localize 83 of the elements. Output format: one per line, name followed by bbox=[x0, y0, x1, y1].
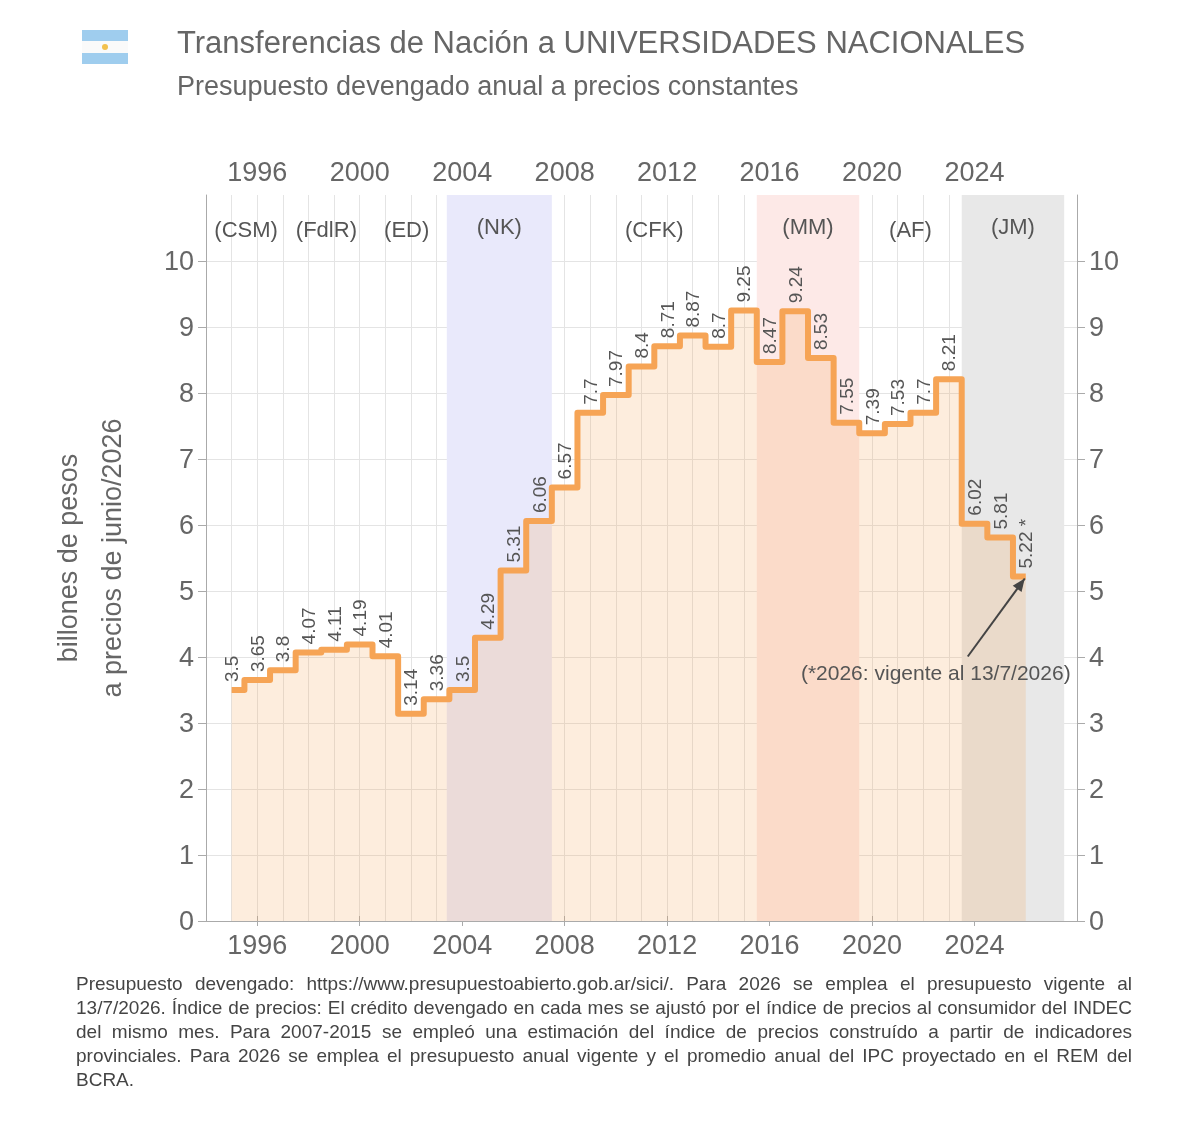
y-tick-label: 3 bbox=[178, 708, 194, 738]
annotation: (ED) bbox=[384, 216, 430, 242]
y-tick-label: 2 bbox=[178, 774, 194, 804]
y2-tick-label: 1 bbox=[1089, 840, 1105, 870]
data-label: 3.14 bbox=[400, 668, 422, 706]
data-label: 8.7 bbox=[707, 312, 729, 339]
y-tick-label: 0 bbox=[178, 906, 194, 936]
annotation: (*2026: vigente al 13/7/2026) bbox=[800, 660, 1071, 684]
data-label: 3.8 bbox=[272, 635, 294, 663]
data-label: 4.01 bbox=[374, 611, 396, 649]
data-label: 5.81 bbox=[989, 492, 1011, 530]
x2-tick-label: 2020 bbox=[842, 156, 903, 187]
y2-tick-label: 6 bbox=[1089, 510, 1105, 540]
data-label: 8.21 bbox=[938, 334, 960, 372]
data-label: 3.5 bbox=[451, 655, 473, 682]
x2-tick-label: 1996 bbox=[227, 156, 288, 187]
y-tick-label: 10 bbox=[163, 246, 194, 276]
band-label: (MM) bbox=[782, 213, 834, 239]
band-label: (JM) bbox=[990, 213, 1035, 239]
data-label: 4.07 bbox=[297, 607, 319, 645]
data-label: 3.36 bbox=[426, 654, 448, 692]
y2-tick-label: 3 bbox=[1089, 708, 1105, 738]
y-tick-label: 6 bbox=[178, 510, 194, 540]
x-tick-label: 2024 bbox=[944, 929, 1005, 960]
y2-tick-label: 10 bbox=[1089, 246, 1120, 276]
x-tick-label: 2012 bbox=[637, 929, 698, 960]
y-tick-label: 9 bbox=[178, 312, 194, 342]
x-tick-label: 2016 bbox=[739, 929, 800, 960]
y2-tick-label: 2 bbox=[1089, 774, 1105, 804]
x-tick-label: 1996 bbox=[227, 929, 288, 960]
text: Presupuesto devengado: https://www.presupuestoabierto.gob.ar/sici/. Para 2026 se emplea el presupuesto vigente al 13/7/2026. Índice de precios: El crédito devengado en cada mes se ajustó por el índice de precios al consumidor del INDEC del mismo mes. Para 2007-2015 se empleó una estimación del índice de precios construído a partir de indicadores provinciales. Para 2026 se emplea el presupuesto anual vigente y el promedio anual del IPC proyectado en el REM del BCRA. bbox=[76, 972, 1132, 1092]
data-label: 3.65 bbox=[246, 635, 268, 673]
data-label: 9.24 bbox=[784, 265, 806, 304]
data-label: 5.31 bbox=[502, 525, 524, 563]
x2-tick-label: 2016 bbox=[739, 156, 800, 187]
data-label: 8.87 bbox=[682, 290, 704, 328]
annotation: (CSM) bbox=[214, 216, 278, 242]
data-label: 7.7 bbox=[579, 378, 601, 405]
x-tick-label: 2008 bbox=[534, 929, 595, 960]
chart-subtitle: Presupuesto devengado anual a precios constantes bbox=[177, 70, 799, 101]
data-label: 8.71 bbox=[656, 301, 678, 339]
data-label: 4.11 bbox=[323, 606, 345, 642]
y2-tick-label: 0 bbox=[1089, 906, 1105, 936]
data-label: 3.5 bbox=[221, 655, 243, 682]
chart-title: Transferencias de Nación a UNIVERSIDADES NACIONALES bbox=[177, 25, 1026, 60]
data-label: 9.25 bbox=[733, 265, 755, 303]
data-label: 6.02 bbox=[964, 478, 986, 516]
x-tick-label: 2004 bbox=[432, 929, 493, 960]
data-label: 7.53 bbox=[887, 379, 909, 417]
data-label: 7.39 bbox=[861, 388, 883, 426]
y-tick-label: 8 bbox=[178, 378, 194, 408]
data-label: 4.29 bbox=[477, 592, 499, 630]
x2-tick-label: 2004 bbox=[432, 156, 493, 187]
x2-tick-label: 2000 bbox=[329, 156, 390, 187]
data-label: 7.97 bbox=[605, 350, 627, 387]
y2-tick-label: 5 bbox=[1089, 576, 1105, 606]
x2-tick-label: 2012 bbox=[637, 156, 698, 187]
data-label: 4.19 bbox=[349, 599, 371, 637]
annotation: (CFK) bbox=[624, 216, 684, 242]
y-tick-label: 5 bbox=[178, 576, 194, 606]
x-tick-label: 2000 bbox=[329, 929, 390, 960]
x-tick-label: 2020 bbox=[842, 929, 903, 960]
data-label: 7.7 bbox=[912, 378, 934, 405]
y2-tick-label: 7 bbox=[1089, 444, 1105, 474]
x2-tick-label: 2008 bbox=[534, 156, 595, 187]
y-tick-label: 1 bbox=[178, 840, 194, 870]
data-label: 6.06 bbox=[528, 476, 550, 514]
band-label: (NK) bbox=[476, 213, 522, 239]
annotation: (FdlR) bbox=[295, 216, 357, 242]
data-label: 6.57 bbox=[554, 442, 576, 480]
x2-tick-label: 2024 bbox=[944, 156, 1005, 187]
annotation: (AF) bbox=[889, 216, 932, 242]
y2-tick-label: 8 bbox=[1089, 378, 1105, 408]
y2-tick-label: 9 bbox=[1089, 312, 1105, 342]
data-label: 7.55 bbox=[835, 377, 857, 415]
data-label: 8.47 bbox=[759, 317, 781, 354]
y-tick-label: 7 bbox=[178, 444, 194, 474]
y2-tick-label: 4 bbox=[1089, 642, 1105, 672]
data-label: 5.22 * bbox=[1015, 518, 1037, 569]
y-tick-label: 4 bbox=[178, 642, 194, 672]
data-label: 8.4 bbox=[631, 331, 652, 359]
y-axis-title: billones de pesos a precios de junio/2026 bbox=[53, 418, 127, 698]
data-label: 8.53 bbox=[810, 313, 832, 351]
